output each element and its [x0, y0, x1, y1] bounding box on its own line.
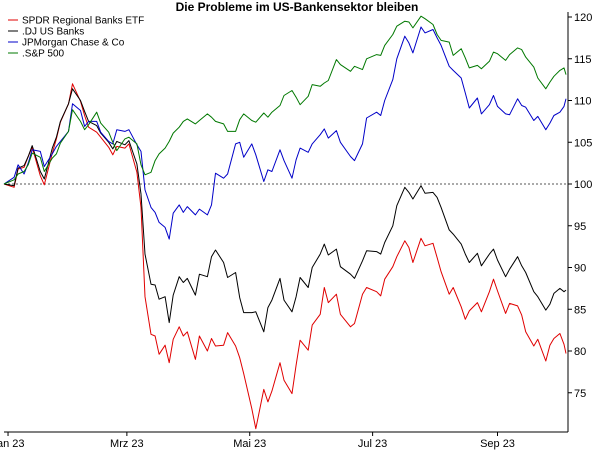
x-tick-label-1: Mrz 23 [110, 438, 144, 450]
series-line-1 [3, 88, 567, 333]
y-tick-label-8: 115 [574, 54, 592, 66]
x-tick-label-4: Sep 23 [480, 438, 515, 450]
x-tick-label-3: Jul 23 [358, 438, 387, 450]
legend: SPDR Regional Banks ETF.DJ US BanksJPMor… [8, 16, 144, 60]
chart-title: Die Probleme im US-Bankensektor bleiben [176, 0, 419, 14]
y-tick-label-4: 95 [574, 221, 586, 233]
series-line-3 [3, 15, 567, 185]
plot-area [3, 15, 568, 430]
legend-label-2: JPMorgan Chase & Co [22, 38, 125, 49]
y-tick-label-1: 80 [574, 346, 586, 358]
legend-label-3: .S&P 500 [22, 49, 65, 60]
y-tick-label-0: 75 [574, 388, 586, 400]
legend-label-0: SPDR Regional Banks ETF [22, 16, 144, 27]
x-tick-label-0: Jan 23 [0, 438, 25, 450]
y-tick-label-5: 100 [574, 179, 592, 191]
axes: 75 80 85 90 95 100 105 110 115 120 Jan 23 Mrz 23 Mai… [0, 12, 592, 450]
y-tick-label-2: 85 [574, 304, 586, 316]
legend-label-1: .DJ US Banks [22, 27, 84, 38]
x-tick-label-2: Mai 23 [233, 438, 266, 450]
y-tick-label-7: 110 [574, 96, 592, 108]
y-tick-label-9: 120 [574, 12, 592, 24]
series-line-0 [3, 83, 567, 430]
series-line-2 [3, 26, 567, 240]
y-tick-label-3: 90 [574, 263, 586, 275]
y-tick-label-6: 105 [574, 137, 592, 149]
